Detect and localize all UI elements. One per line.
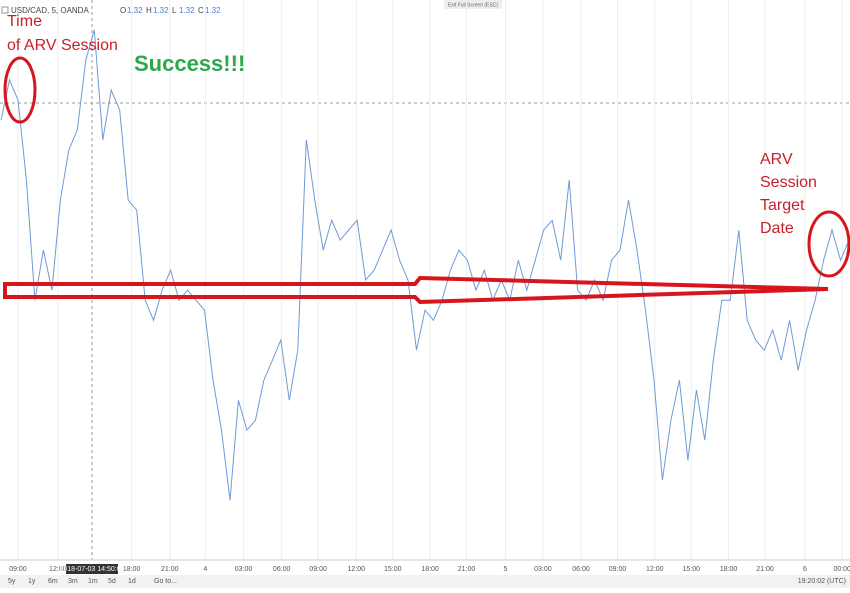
x-tick-label: 12:00 (646, 566, 664, 573)
crosshair-label: 2018-07-03 14:50:00 (60, 566, 125, 573)
symbol-legend: USD/CAD, 5, OANDA (11, 6, 89, 15)
x-tick-label: 09:00 (9, 566, 27, 573)
x-tick-label: 06:00 (572, 566, 590, 573)
goto-button[interactable]: Go to... (154, 578, 177, 585)
price-line (0, 29, 850, 501)
x-tick-label: 21:00 (458, 566, 476, 573)
x-tick-label: 03:00 (235, 566, 253, 573)
ohlc-value: 1.32 (127, 6, 143, 15)
clock: 19:20:02 (UTC) (798, 578, 846, 585)
x-tick-label: 00:00 (833, 566, 850, 573)
range-button[interactable]: 1m (88, 578, 98, 585)
annotation-text: of ARV Session (7, 37, 118, 54)
range-button[interactable]: 5d (108, 578, 116, 585)
x-tick-label: 6 (803, 566, 807, 573)
annotation-text: Session (760, 174, 817, 191)
annotation-arrow (3, 275, 829, 305)
x-tick-label: 12:00 (49, 566, 67, 573)
ohlc-label: H (146, 6, 152, 15)
ohlc-value: 1.32 (179, 6, 195, 15)
range-button[interactable]: 6m (48, 578, 58, 585)
ohlc-label: O (120, 6, 126, 15)
x-tick-label: 21:00 (161, 566, 179, 573)
fullscreen-hint[interactable]: Exit Full Screen (ESC) (448, 2, 498, 8)
x-tick-label: 09:00 (609, 566, 627, 573)
annotation-text: Time (7, 13, 42, 30)
ohlc-label: C (198, 6, 204, 15)
range-button[interactable]: 1y (28, 578, 36, 585)
range-button[interactable]: 1d (128, 578, 136, 585)
ohlc-label: L (172, 6, 177, 15)
x-tick-label: 09:00 (309, 566, 327, 573)
x-tick-label: 18:00 (421, 566, 439, 573)
annotation-circle (807, 210, 850, 278)
range-button[interactable]: 5y (8, 578, 16, 585)
fullscreen-hint-box[interactable] (444, 0, 502, 9)
ohlc-value: 1.32 (205, 6, 221, 15)
x-tick-label: 15:00 (384, 566, 402, 573)
x-tick-label: 21:00 (756, 566, 774, 573)
x-tick-label: 5 (504, 566, 508, 573)
x-tick-label: 12:00 (348, 566, 366, 573)
crosshair-label-box (66, 564, 118, 574)
annotation-text: Date (760, 220, 794, 237)
annotation-success: Success!!! (134, 51, 245, 76)
x-tick-label: 03:00 (534, 566, 552, 573)
ohlc-value: 1.32 (153, 6, 169, 15)
annotation-text: ARV (760, 151, 793, 168)
x-tick-label: 4 (203, 566, 207, 573)
x-tick-label: 18:00 (123, 566, 141, 573)
x-tick-label: 06:00 (273, 566, 291, 573)
toolbar (0, 575, 850, 588)
symbol-icon (1, 6, 9, 14)
x-tick-label: 18:00 (720, 566, 738, 573)
annotation-circle (3, 56, 37, 124)
range-button[interactable]: 3m (68, 578, 78, 585)
annotation-text: Target (760, 197, 805, 214)
x-tick-label: 15:00 (683, 566, 701, 573)
